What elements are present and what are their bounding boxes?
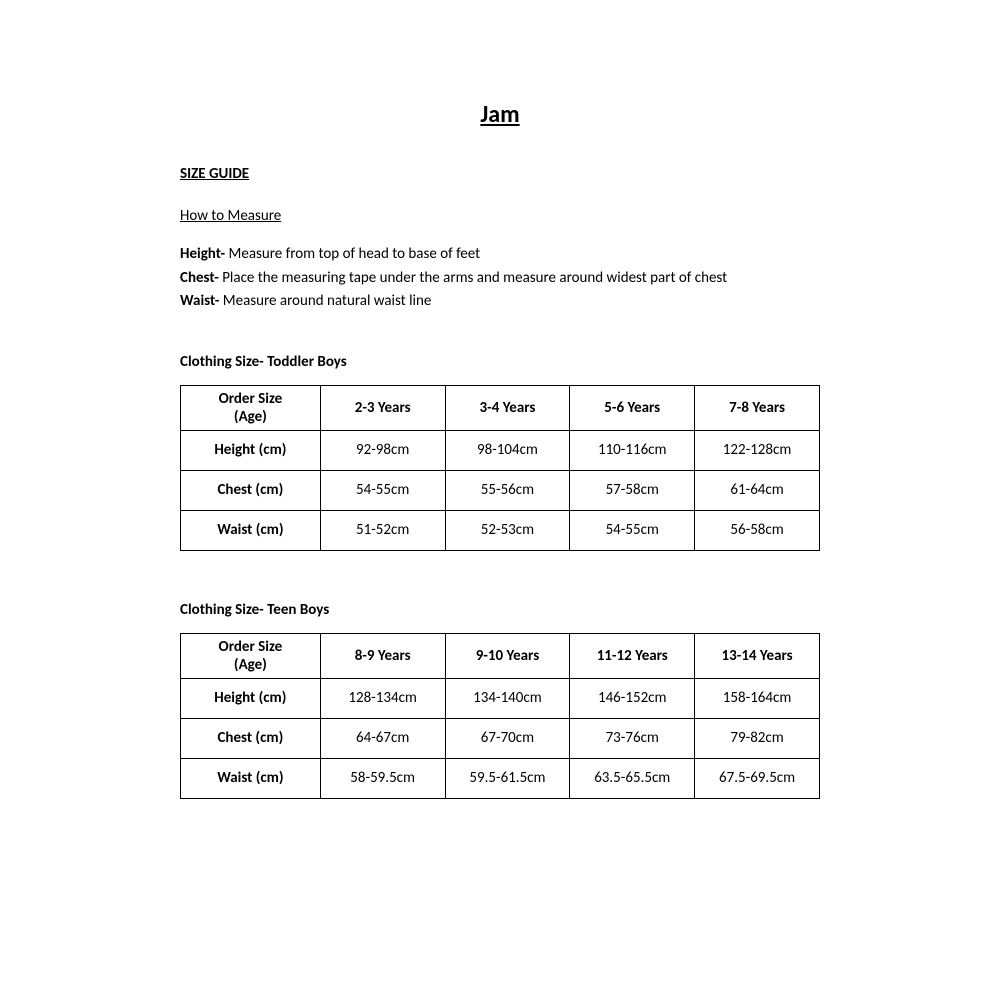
row-label: Chest (cm) [181,718,321,758]
row-label: Height (cm) [181,430,321,470]
table-cell: 92-98cm [320,430,445,470]
table-cell: 63.5-65.5cm [570,758,695,798]
table-title-toddler: Clothing Size- Toddler Boys [180,353,840,371]
row-label: Chest (cm) [181,470,321,510]
table-cell: 54-55cm [570,510,695,550]
table-cell: 110-116cm [570,430,695,470]
instruction-text: Measure around natural waist line [219,292,431,310]
row-label: Waist (cm) [181,758,321,798]
table-cell: 67-70cm [445,718,570,758]
size-table-toddler: Order Size (Age) 2-3 Years 3-4 Years 5-6… [180,385,820,551]
table-header-row: Order Size (Age) 8-9 Years 9-10 Years 11… [181,633,820,678]
instruction-line: Height- Measure from top of head to base… [180,243,840,266]
table-title-teen: Clothing Size- Teen Boys [180,601,840,619]
header-text: Order Size [219,390,283,408]
table-cell: 52-53cm [445,510,570,550]
table-cell: 64-67cm [320,718,445,758]
header-text: (Age) [234,408,267,426]
table-row: Height (cm) 128-134cm 134-140cm 146-152c… [181,678,820,718]
table-cell: 79-82cm [695,718,820,758]
table-cell: 67.5-69.5cm [695,758,820,798]
table-cell: 54-55cm [320,470,445,510]
how-to-measure-heading: How to Measure [180,207,840,225]
content-area: SIZE GUIDE How to Measure Height- Measur… [180,165,840,799]
instruction-label: Chest- [180,269,219,287]
table-cell: 55-56cm [445,470,570,510]
table-cell: 128-134cm [320,678,445,718]
header-text: Order Size [219,638,283,656]
instruction-label: Waist- [180,292,219,310]
instruction-line: Waist- Measure around natural waist line [180,290,840,313]
table-cell: 59.5-61.5cm [445,758,570,798]
table-cell: 61-64cm [695,470,820,510]
table-cell: 56-58cm [695,510,820,550]
age-column-header: 7-8 Years [695,385,820,430]
table-header-row: Order Size (Age) 2-3 Years 3-4 Years 5-6… [181,385,820,430]
table-cell: 158-164cm [695,678,820,718]
age-column-header: 8-9 Years [320,633,445,678]
age-column-header: 5-6 Years [570,385,695,430]
table-cell: 122-128cm [695,430,820,470]
table-cell: 57-58cm [570,470,695,510]
row-label: Height (cm) [181,678,321,718]
instructions-block: Height- Measure from top of head to base… [180,243,840,313]
table-row: Chest (cm) 64-67cm 67-70cm 73-76cm 79-82… [181,718,820,758]
table-row: Waist (cm) 58-59.5cm 59.5-61.5cm 63.5-65… [181,758,820,798]
header-text: (Age) [234,656,267,674]
age-column-header: 13-14 Years [695,633,820,678]
instruction-label: Height- [180,245,225,263]
page-title: Jam [0,100,1000,129]
order-size-header: Order Size (Age) [181,633,321,678]
instruction-text: Place the measuring tape under the arms … [219,269,727,287]
table-cell: 146-152cm [570,678,695,718]
size-table-teen: Order Size (Age) 8-9 Years 9-10 Years 11… [180,633,820,799]
table-row: Height (cm) 92-98cm 98-104cm 110-116cm 1… [181,430,820,470]
table-cell: 134-140cm [445,678,570,718]
age-column-header: 11-12 Years [570,633,695,678]
document-page: Jam SIZE GUIDE How to Measure Height- Me… [0,0,1000,799]
age-column-header: 3-4 Years [445,385,570,430]
instruction-line: Chest- Place the measuring tape under th… [180,267,840,290]
instruction-text: Measure from top of head to base of feet [225,245,480,263]
table-row: Waist (cm) 51-52cm 52-53cm 54-55cm 56-58… [181,510,820,550]
age-column-header: 9-10 Years [445,633,570,678]
table-row: Chest (cm) 54-55cm 55-56cm 57-58cm 61-64… [181,470,820,510]
table-cell: 51-52cm [320,510,445,550]
size-guide-heading: SIZE GUIDE [180,165,840,183]
table-cell: 58-59.5cm [320,758,445,798]
table-cell: 73-76cm [570,718,695,758]
table-cell: 98-104cm [445,430,570,470]
order-size-header: Order Size (Age) [181,385,321,430]
row-label: Waist (cm) [181,510,321,550]
age-column-header: 2-3 Years [320,385,445,430]
